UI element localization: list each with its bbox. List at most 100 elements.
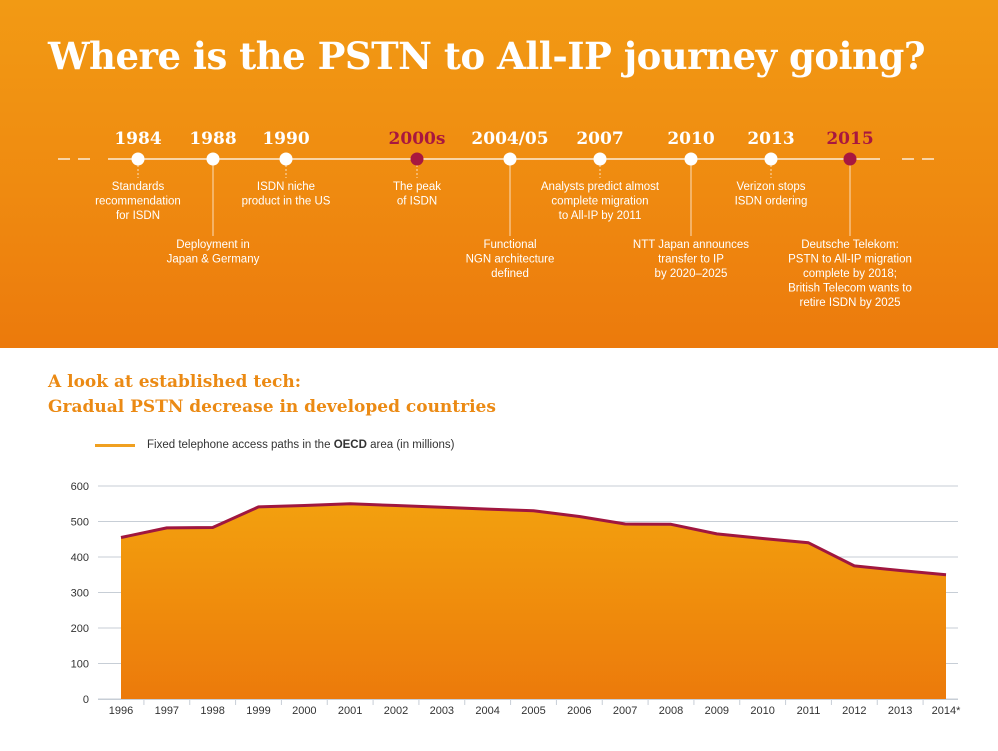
x-tick-label: 2013 <box>888 705 912 717</box>
timeline-year: 2010 <box>667 129 714 149</box>
timeline-description-line: PSTN to All-IP migration <box>788 254 912 266</box>
timeline-description: Verizon stops ISDN ordering <box>735 181 808 208</box>
timeline-description-line: British Telecom wants to <box>788 283 912 295</box>
timeline-description-line: retire ISDN by 2025 <box>800 297 901 309</box>
timeline-description-line: transfer to IP <box>658 254 724 266</box>
timeline-dot <box>503 152 517 166</box>
timeline-description: ISDN niche product in the US <box>242 181 331 208</box>
timeline-dot <box>279 152 293 166</box>
timeline-event: 1988 Deployment in Japan & Germany <box>167 129 260 266</box>
section-title-line-1: A look at established tech: <box>48 372 301 392</box>
timeline-event: 2013 Verizon stops ISDN ordering <box>735 129 808 208</box>
timeline-event: 2007 Analysts predict almost complete migr… <box>541 129 660 222</box>
legend-label-bold: OECD <box>333 439 367 451</box>
timeline-description: The peak of ISDN <box>393 181 441 208</box>
timeline-description-line: Japan & Germany <box>167 254 260 266</box>
timeline-description: Standards recommendation for ISDN <box>95 181 181 222</box>
x-tick-label: 2012 <box>842 705 866 717</box>
timeline-dot <box>131 152 145 166</box>
page-title: Where is the PSTN to All-IP journey goin… <box>48 34 926 78</box>
y-tick-label: 300 <box>71 588 89 600</box>
x-tick-label: 2008 <box>659 705 683 717</box>
x-tick-label: 1998 <box>200 705 224 717</box>
x-tick-label: 2004 <box>475 705 499 717</box>
timeline-description-line: NTT Japan announces <box>633 239 749 251</box>
x-tick-label: 1997 <box>155 705 179 717</box>
legend-label: Fixed telephone access paths in the OECD… <box>147 439 454 451</box>
timeline-event: 1984 Standards recommendation for ISDN <box>95 129 181 222</box>
x-tick-label: 1999 <box>246 705 270 717</box>
timeline-description-line: complete migration <box>551 196 648 208</box>
section-title-line-2: Gradual PSTN decrease in developed count… <box>48 397 496 417</box>
x-tick-label: 2014* <box>932 705 961 717</box>
timeline-dot <box>593 152 607 166</box>
timeline-description-line: Analysts predict almost <box>541 181 660 193</box>
x-tick-label: 2002 <box>384 705 408 717</box>
timeline-description: Analysts predict almost complete migratio… <box>541 181 660 222</box>
hero-banner: Where is the PSTN to All-IP journey goin… <box>0 0 998 348</box>
timeline-event: 1990 ISDN niche product in the US <box>242 129 331 208</box>
legend-label-prefix: Fixed telephone access paths in the <box>147 439 334 451</box>
timeline-description-line: of ISDN <box>397 196 437 208</box>
timeline-year: 1984 <box>114 129 161 149</box>
timeline-description-line: The peak <box>393 181 441 193</box>
timeline-description-line: product in the US <box>242 196 331 208</box>
timeline-year: 1990 <box>262 129 309 149</box>
timeline-event: 2004/05 Functional NGN architecture defined <box>466 129 555 280</box>
section-title: A look at established tech: Gradual PSTN… <box>48 370 496 420</box>
y-tick-label: 500 <box>71 517 89 529</box>
timeline-description-line: Standards <box>112 181 165 193</box>
timeline-description-line: defined <box>491 268 529 280</box>
x-tick-label: 1996 <box>109 705 133 717</box>
timeline-description-line: Deployment in <box>176 239 250 251</box>
area-fill <box>121 503 946 699</box>
y-tick-label: 600 <box>71 481 89 493</box>
timeline-description-line: for ISDN <box>116 210 160 222</box>
legend-swatch <box>95 443 135 447</box>
timeline-description-line: NGN architecture <box>466 254 555 266</box>
timeline-description-line: Functional <box>483 239 536 251</box>
area-chart: 0 100 200 300 400 500 600 1996 1997 1998 1999 2000 2… <box>71 481 961 717</box>
timeline-description-line: Deutsche Telekom: <box>801 239 899 251</box>
x-tick-label: 2001 <box>338 705 362 717</box>
y-tick-label: 200 <box>71 623 89 635</box>
x-tick-label: 2007 <box>613 705 637 717</box>
x-tick-label: 2005 <box>521 705 545 717</box>
timeline-event: 2010 NTT Japan announces transfer to IP by … <box>633 129 749 280</box>
timeline-description-line: recommendation <box>95 196 181 208</box>
legend-label-suffix: area (in millions) <box>366 439 455 451</box>
timeline-description-line: complete by 2018; <box>803 268 897 280</box>
timeline-dot <box>206 152 220 166</box>
y-tick-label: 100 <box>71 659 89 671</box>
timeline-year: 1988 <box>189 129 236 149</box>
x-tick-label: 2003 <box>430 705 454 717</box>
timeline-description-line: ISDN niche <box>257 181 315 193</box>
x-tick-label: 2010 <box>750 705 774 717</box>
timeline-dot <box>764 152 778 166</box>
timeline-description: Deutsche Telekom: PSTN to All-IP migratio… <box>788 239 912 309</box>
timeline-event: 2000s The peak of ISDN <box>389 129 446 208</box>
series-line <box>120 502 947 577</box>
timeline-description: Functional NGN architecture defined <box>466 239 555 280</box>
y-tick-label: 0 <box>83 694 89 706</box>
timeline-year: 2007 <box>576 129 623 149</box>
timeline-year: 2000s <box>389 129 446 149</box>
x-tick-label: 2011 <box>797 705 821 717</box>
timeline-description-line: Verizon stops <box>736 181 805 193</box>
x-tick-label: 2009 <box>705 705 729 717</box>
x-tick-label: 2000 <box>292 705 316 717</box>
timeline-year: 2004/05 <box>471 129 548 149</box>
timeline-year: 2013 <box>747 129 794 149</box>
timeline: 1984 Standards recommendation for ISDN 1988 D… <box>58 129 940 309</box>
timeline-description-line: to All-IP by 2011 <box>559 210 642 222</box>
timeline-description: NTT Japan announces transfer to IP by 2020… <box>633 239 749 280</box>
timeline-dot <box>843 152 857 166</box>
timeline-description-line: ISDN ordering <box>735 196 808 208</box>
timeline-description: Deployment in Japan & Germany <box>167 239 260 266</box>
y-tick-label: 400 <box>71 552 89 564</box>
chart-legend: Fixed telephone access paths in the OECD… <box>95 437 454 453</box>
x-tick-label: 2006 <box>567 705 591 717</box>
timeline-event: 2015 Deutsche Telekom: PSTN to All-IP migr… <box>788 129 912 309</box>
timeline-year: 2015 <box>826 129 873 149</box>
timeline-dot <box>410 152 424 166</box>
